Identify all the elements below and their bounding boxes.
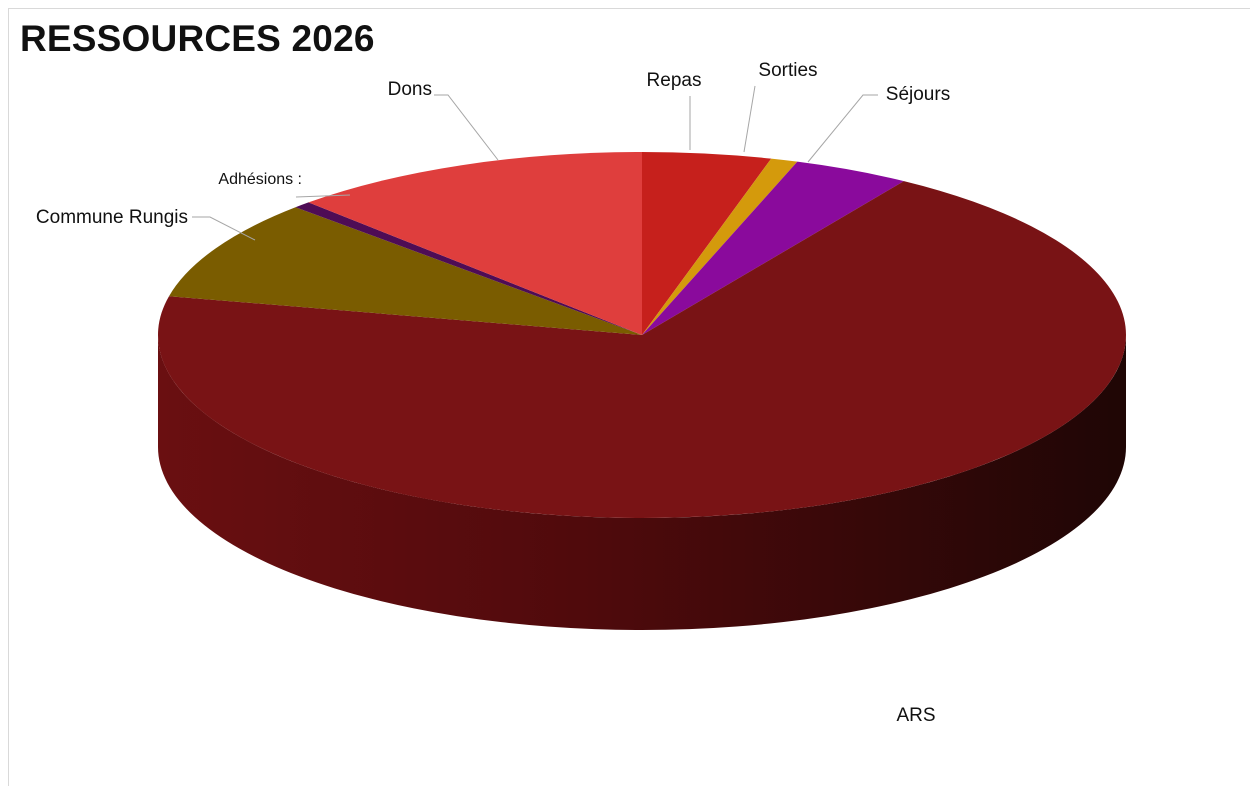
pie-slice-repas <box>642 152 772 335</box>
slice-label-dons: Dons <box>388 79 432 100</box>
slice-label-ars: ARS <box>896 705 935 726</box>
pie-slice-adh-sions <box>295 202 642 335</box>
leader-line-s-jours <box>807 94 878 163</box>
slice-label-s-jours: Séjours <box>886 84 950 105</box>
pie-slice-dons <box>308 152 642 335</box>
pie-slice-ars <box>157 181 1126 519</box>
pie-slice-s-jours <box>642 161 904 335</box>
leader-line-adh-sions <box>295 194 351 198</box>
pie-side-ars <box>158 335 1126 630</box>
leader-line-commune-rungis <box>192 216 256 241</box>
chart-title: RESSOURCES 2026 <box>20 18 375 59</box>
slice-label-sorties: Sorties <box>758 60 817 81</box>
slice-label-adh-sions: Adhésions : <box>218 171 302 188</box>
slice-label-commune-rungis: Commune Rungis <box>36 207 188 228</box>
pie-slice-sorties <box>642 158 798 335</box>
slice-label-repas: Repas <box>647 70 702 91</box>
pie-slice-commune-rungis <box>169 207 642 335</box>
leader-line-sorties <box>743 85 756 153</box>
leader-line-dons <box>434 94 499 161</box>
